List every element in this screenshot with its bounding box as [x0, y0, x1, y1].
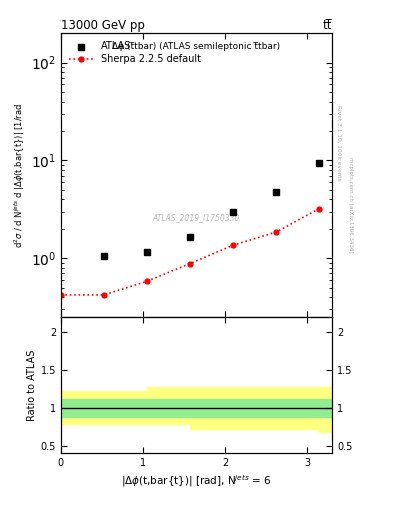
Text: ATLAS_2019_I1750330: ATLAS_2019_I1750330	[153, 213, 240, 222]
ATLAS	[230, 207, 236, 216]
Text: 13000 GeV pp: 13000 GeV pp	[61, 19, 145, 32]
Text: Rivet 3.1.10, 100k events: Rivet 3.1.10, 100k events	[336, 105, 341, 181]
ATLAS	[316, 159, 322, 167]
Legend: ATLAS, Sherpa 2.2.5 default: ATLAS, Sherpa 2.2.5 default	[66, 38, 204, 67]
Text: mcplots.cern.ch [arXiv:1306.3436]: mcplots.cern.ch [arXiv:1306.3436]	[348, 157, 353, 252]
Sherpa 2.2.5 default	[101, 292, 106, 298]
Text: tt̅: tt̅	[323, 19, 332, 32]
ATLAS	[187, 233, 193, 241]
Sherpa 2.2.5 default	[145, 278, 150, 284]
Sherpa 2.2.5 default	[59, 292, 63, 298]
ATLAS	[144, 248, 151, 257]
Line: Sherpa 2.2.5 default: Sherpa 2.2.5 default	[59, 206, 321, 297]
Y-axis label: Ratio to ATLAS: Ratio to ATLAS	[26, 349, 37, 421]
Sherpa 2.2.5 default	[187, 261, 192, 267]
Sherpa 2.2.5 default	[274, 229, 279, 235]
ATLAS	[101, 252, 107, 260]
ATLAS	[273, 187, 279, 196]
Y-axis label: d$^2\sigma$ / d N$^{jets}$ d |$\Delta\phi$(t,bar{t})| [1/rad: d$^2\sigma$ / d N$^{jets}$ d |$\Delta\ph…	[12, 102, 27, 248]
Sherpa 2.2.5 default	[230, 242, 235, 248]
X-axis label: |$\Delta\phi$(t,bar{t})| [rad], N$^{jets}$ = 6: |$\Delta\phi$(t,bar{t})| [rad], N$^{jets…	[121, 474, 272, 489]
Text: Δφ (t̅tbar) (ATLAS semileptonic t̅tbar): Δφ (t̅tbar) (ATLAS semileptonic t̅tbar)	[112, 42, 281, 51]
Sherpa 2.2.5 default	[317, 206, 321, 212]
